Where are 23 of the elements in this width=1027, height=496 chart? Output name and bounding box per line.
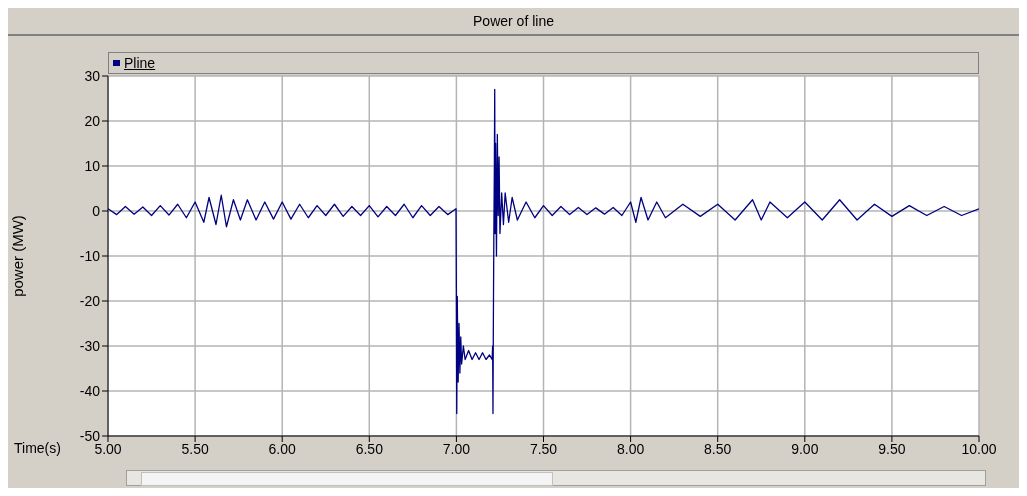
y-tick-label: 30 [84,67,101,84]
y-tick-label: 20 [84,112,101,129]
x-tick-label: 9.50 [878,440,906,457]
y-axis-title: power (MW) [9,215,27,297]
x-tick-label: 7.00 [442,440,471,457]
x-tick-label: 9.00 [791,440,819,457]
y-tick-label: -40 [79,382,101,399]
y-tick-label: 10 [84,157,101,174]
y-tick-label: -20 [79,292,101,309]
x-tick-label: 6.00 [268,440,297,457]
x-tick-label: 5.50 [181,440,209,457]
x-tick-label: 7.50 [529,440,558,457]
y-tick-label: -30 [79,337,101,354]
x-axis-title: Time(s) [14,440,61,456]
x-tick-label: 8.00 [616,440,645,457]
x-tick-label: 6.50 [355,440,384,457]
x-tick-label: 8.50 [704,440,732,457]
line-series [108,88,979,415]
chart-title: Power of line [8,8,1019,36]
x-tick-label: 10.00 [961,440,997,457]
legend-label: Pline [124,55,156,71]
y-tick-label: -10 [79,247,101,264]
y-tick-label: 0 [92,202,101,219]
